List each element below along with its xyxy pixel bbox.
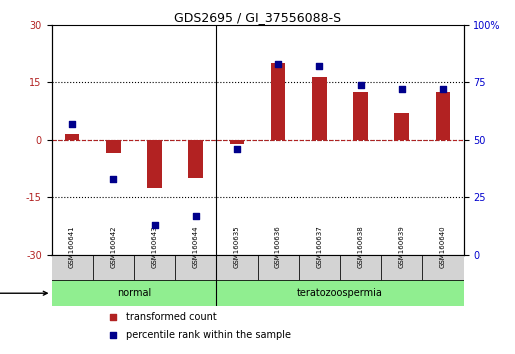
Point [150, 222, 159, 228]
Bar [394, 113, 409, 140]
Text: GSM160641: GSM160641 [69, 225, 75, 268]
Point [274, 61, 282, 67]
Point [356, 82, 365, 87]
Text: normal: normal [117, 288, 151, 298]
Point [233, 146, 241, 152]
FancyBboxPatch shape [175, 255, 216, 280]
Text: transformed count: transformed count [126, 313, 216, 322]
Point [192, 213, 200, 218]
Title: GDS2695 / GI_37556088-S: GDS2695 / GI_37556088-S [174, 11, 341, 24]
Text: GSM160640: GSM160640 [440, 225, 446, 268]
FancyBboxPatch shape [52, 280, 216, 306]
Bar [147, 140, 162, 188]
Bar [353, 92, 368, 140]
Point [109, 333, 117, 338]
Point [109, 315, 117, 320]
Bar [312, 76, 327, 140]
Point [315, 63, 323, 69]
Point [68, 121, 76, 126]
FancyBboxPatch shape [340, 255, 381, 280]
Text: teratozoospermia: teratozoospermia [297, 288, 383, 298]
Text: percentile rank within the sample: percentile rank within the sample [126, 331, 290, 341]
Text: disease state: disease state [0, 288, 47, 298]
Bar [230, 140, 244, 144]
Point [109, 176, 117, 182]
Text: GSM160644: GSM160644 [193, 225, 199, 268]
FancyBboxPatch shape [422, 255, 464, 280]
FancyBboxPatch shape [52, 255, 93, 280]
Text: GSM160636: GSM160636 [275, 225, 281, 268]
Text: GSM160643: GSM160643 [151, 225, 158, 268]
FancyBboxPatch shape [93, 255, 134, 280]
FancyBboxPatch shape [258, 255, 299, 280]
FancyBboxPatch shape [381, 255, 422, 280]
FancyBboxPatch shape [299, 255, 340, 280]
Text: GSM160638: GSM160638 [357, 225, 364, 268]
FancyBboxPatch shape [134, 255, 175, 280]
Text: GSM160642: GSM160642 [110, 225, 116, 268]
Text: GSM160639: GSM160639 [399, 225, 405, 268]
Bar [106, 140, 121, 153]
Bar [436, 92, 450, 140]
Bar [65, 134, 79, 140]
Point [439, 86, 447, 92]
Text: GSM160637: GSM160637 [316, 225, 322, 268]
Bar [271, 63, 285, 140]
FancyBboxPatch shape [216, 280, 464, 306]
Point [398, 86, 406, 92]
Bar [188, 140, 203, 178]
Text: GSM160635: GSM160635 [234, 225, 240, 268]
FancyBboxPatch shape [216, 255, 258, 280]
